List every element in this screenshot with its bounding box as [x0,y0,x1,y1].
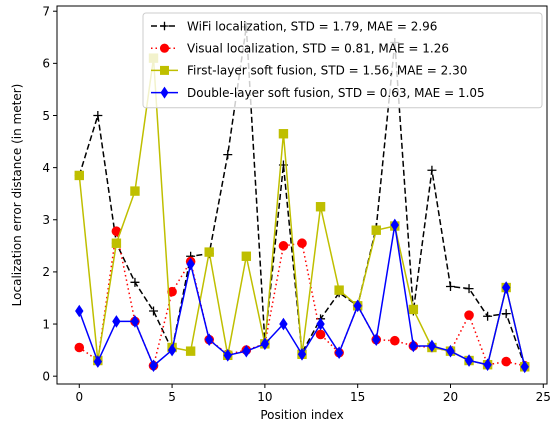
data-point [501,281,511,294]
x-tick-label: 25 [536,390,551,404]
data-point [408,304,419,315]
data-point [483,311,493,321]
x-tick-label: 0 [75,390,83,404]
y-tick-label: 0 [42,369,50,383]
data-point [130,186,140,196]
legend-label: First-layer soft fusion, STD = 1.56, MAE… [187,64,467,78]
data-point [297,238,307,249]
data-point [279,317,288,331]
x-tick-label: 20 [443,390,458,404]
data-point [371,225,381,235]
y-tick-label: 6 [42,57,50,71]
data-point [130,277,140,287]
legend-marker [159,43,170,53]
data-point [501,356,511,367]
legend-marker [160,21,169,31]
data-point [464,354,474,367]
x-axis-label: Position index [260,408,343,422]
data-point [334,346,344,360]
data-point [260,337,270,351]
data-point [74,170,84,181]
data-point [315,329,326,340]
x-tick-label: 15 [350,390,365,404]
data-point [445,282,455,292]
data-point [74,342,85,353]
y-axis-label: Localization error distance (in meter) [10,84,24,307]
data-point [316,317,325,331]
y-tick-label: 5 [42,109,50,123]
legend-marker [160,86,169,99]
axes-layer: 0 5 10 15 20 25 0 1 2 3 4 5 6 7 [42,5,551,404]
data-point [93,110,103,120]
data-point [223,150,233,160]
legend-label: WiFi localization, STD = 1.79, MAE = 2.9… [187,19,437,33]
data-point [75,304,84,318]
data-point [334,285,344,295]
data-point [223,349,232,362]
legend-label: Visual localization, STD = 0.81, MAE = 1… [187,42,449,56]
data-point [315,202,326,212]
data-point [149,359,158,373]
data-point [297,347,307,361]
data-point [390,218,400,232]
data-point [446,344,455,358]
data-point [464,310,474,320]
data-point [278,241,289,251]
data-point [483,358,492,372]
data-point [427,339,437,353]
data-point [204,333,214,346]
data-point [204,247,214,257]
legend: WiFi localization, STD = 1.79, MAE = 2.9… [142,12,543,109]
data-point [186,257,195,271]
data-point [427,165,437,175]
data-point [242,344,251,358]
data-point [167,343,177,357]
data-point [501,309,511,319]
x-tick-label: 5 [168,390,176,404]
data-point [185,346,196,356]
data-point [111,238,122,248]
legend-label: Double-layer soft fusion, STD = 0.63, MA… [187,86,485,100]
y-tick-label: 3 [42,213,50,227]
data-point [409,339,418,353]
data-point [93,355,103,368]
legend-box [142,12,543,109]
data-point [130,315,140,328]
data-point [390,335,400,346]
y-tick-label: 7 [42,5,50,19]
legend-marker [160,65,169,75]
data-point [149,306,159,316]
data-point [464,284,474,294]
data-point [372,333,381,346]
data-point [278,129,289,139]
data-point [112,315,121,328]
data-point [520,360,529,374]
y-tick-label: 2 [42,265,50,279]
y-tick-label: 1 [42,317,50,331]
series-4 [75,218,529,374]
plot-frame [56,5,548,385]
data-point [241,251,252,261]
data-point [353,299,362,313]
x-tick-label: 10 [257,390,272,404]
y-tick-label: 4 [42,161,50,175]
